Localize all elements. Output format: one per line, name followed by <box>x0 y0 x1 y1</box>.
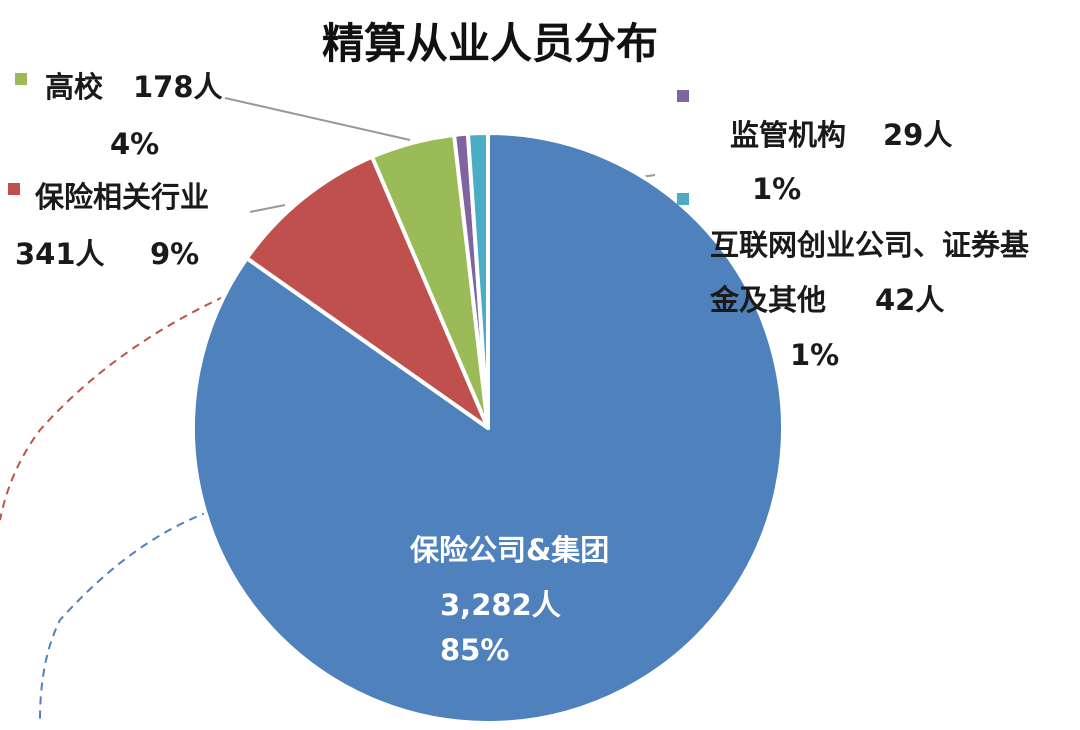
legend-marker <box>677 193 689 205</box>
decorative-arc <box>0 284 251 521</box>
count-label: 29人 <box>883 118 953 152</box>
legend-marker <box>15 73 27 85</box>
leader-line <box>249 204 286 213</box>
slice-name: 高校 <box>45 70 104 104</box>
pie-slice <box>465 131 490 430</box>
slice-name: 保险相关行业 <box>35 180 210 214</box>
pie-slice <box>244 154 490 430</box>
slice-name: 保险公司&集团 <box>410 533 610 567</box>
percent-label: 1% <box>752 172 802 206</box>
chart-title: 精算从业人员分布 <box>321 19 658 68</box>
percent-label: 4% <box>110 127 160 161</box>
percent-label: 85% <box>440 633 510 667</box>
legend-marker <box>8 183 20 195</box>
percent-label: 9% <box>150 237 200 271</box>
count-label: 341人 <box>15 237 105 271</box>
count-label: 178人 <box>133 70 223 104</box>
slice-name: 互联网创业公司、证券基金及其他 <box>710 228 1030 317</box>
pie <box>191 131 785 725</box>
count-label: 3,282人 <box>440 588 561 622</box>
slice-name: 监管机构 <box>730 118 847 152</box>
percent-label: 1% <box>790 338 840 372</box>
count-label: 42人 <box>875 283 945 317</box>
legend-marker <box>677 90 689 102</box>
leader-line <box>224 97 411 141</box>
